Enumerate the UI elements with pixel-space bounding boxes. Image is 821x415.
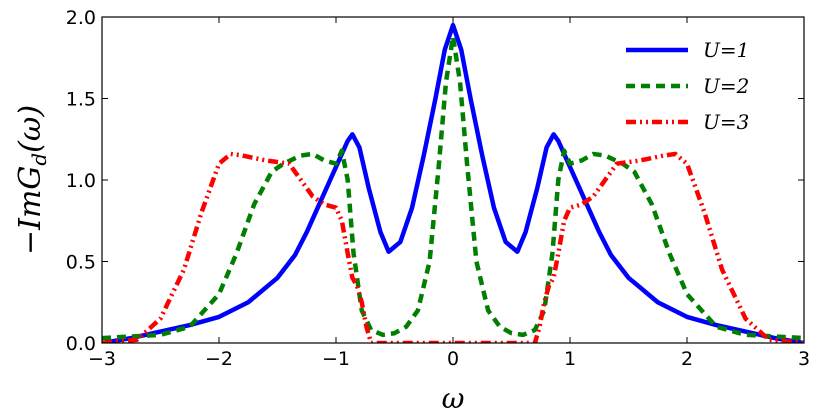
y-tick-label: 1.0 <box>66 170 96 192</box>
ticks-layer: −3 −2 −1 0 1 2 3 0.0 0.5 1.0 1.5 2.0 <box>66 7 810 370</box>
series-line-2 <box>102 34 804 341</box>
x-tick-label: 1 <box>564 348 576 370</box>
y-tick-label: 1.5 <box>66 89 96 111</box>
legend: U=1 U=2 U=3 <box>626 38 749 134</box>
series-line-3 <box>102 151 804 343</box>
x-tick-label: −2 <box>205 348 233 370</box>
y-tick-label: 0.0 <box>66 333 96 355</box>
y-axis-label-tail: (ω) <box>13 105 48 153</box>
plot-frame <box>101 16 805 344</box>
series-layer <box>102 22 804 343</box>
y-axis-label: −ImGd(ω) <box>13 105 51 255</box>
x-tick-label: −1 <box>322 348 350 370</box>
x-tick-label: 3 <box>798 348 810 370</box>
x-tick-label: 0 <box>447 348 459 370</box>
legend-label-3: U=3 <box>703 110 749 134</box>
x-tick-label: −3 <box>88 348 116 370</box>
x-axis-label: ω <box>442 382 465 415</box>
legend-label-2: U=2 <box>703 74 749 98</box>
x-tick-label: 2 <box>681 348 693 370</box>
y-tick-label: 2.0 <box>66 7 96 29</box>
y-tick-label: 0.5 <box>66 252 96 274</box>
y-axis-label-main: −ImG <box>13 166 48 255</box>
series-line-1 <box>102 22 804 343</box>
legend-label-1: U=1 <box>703 38 749 62</box>
y-axis-label-sub: d <box>27 153 51 166</box>
